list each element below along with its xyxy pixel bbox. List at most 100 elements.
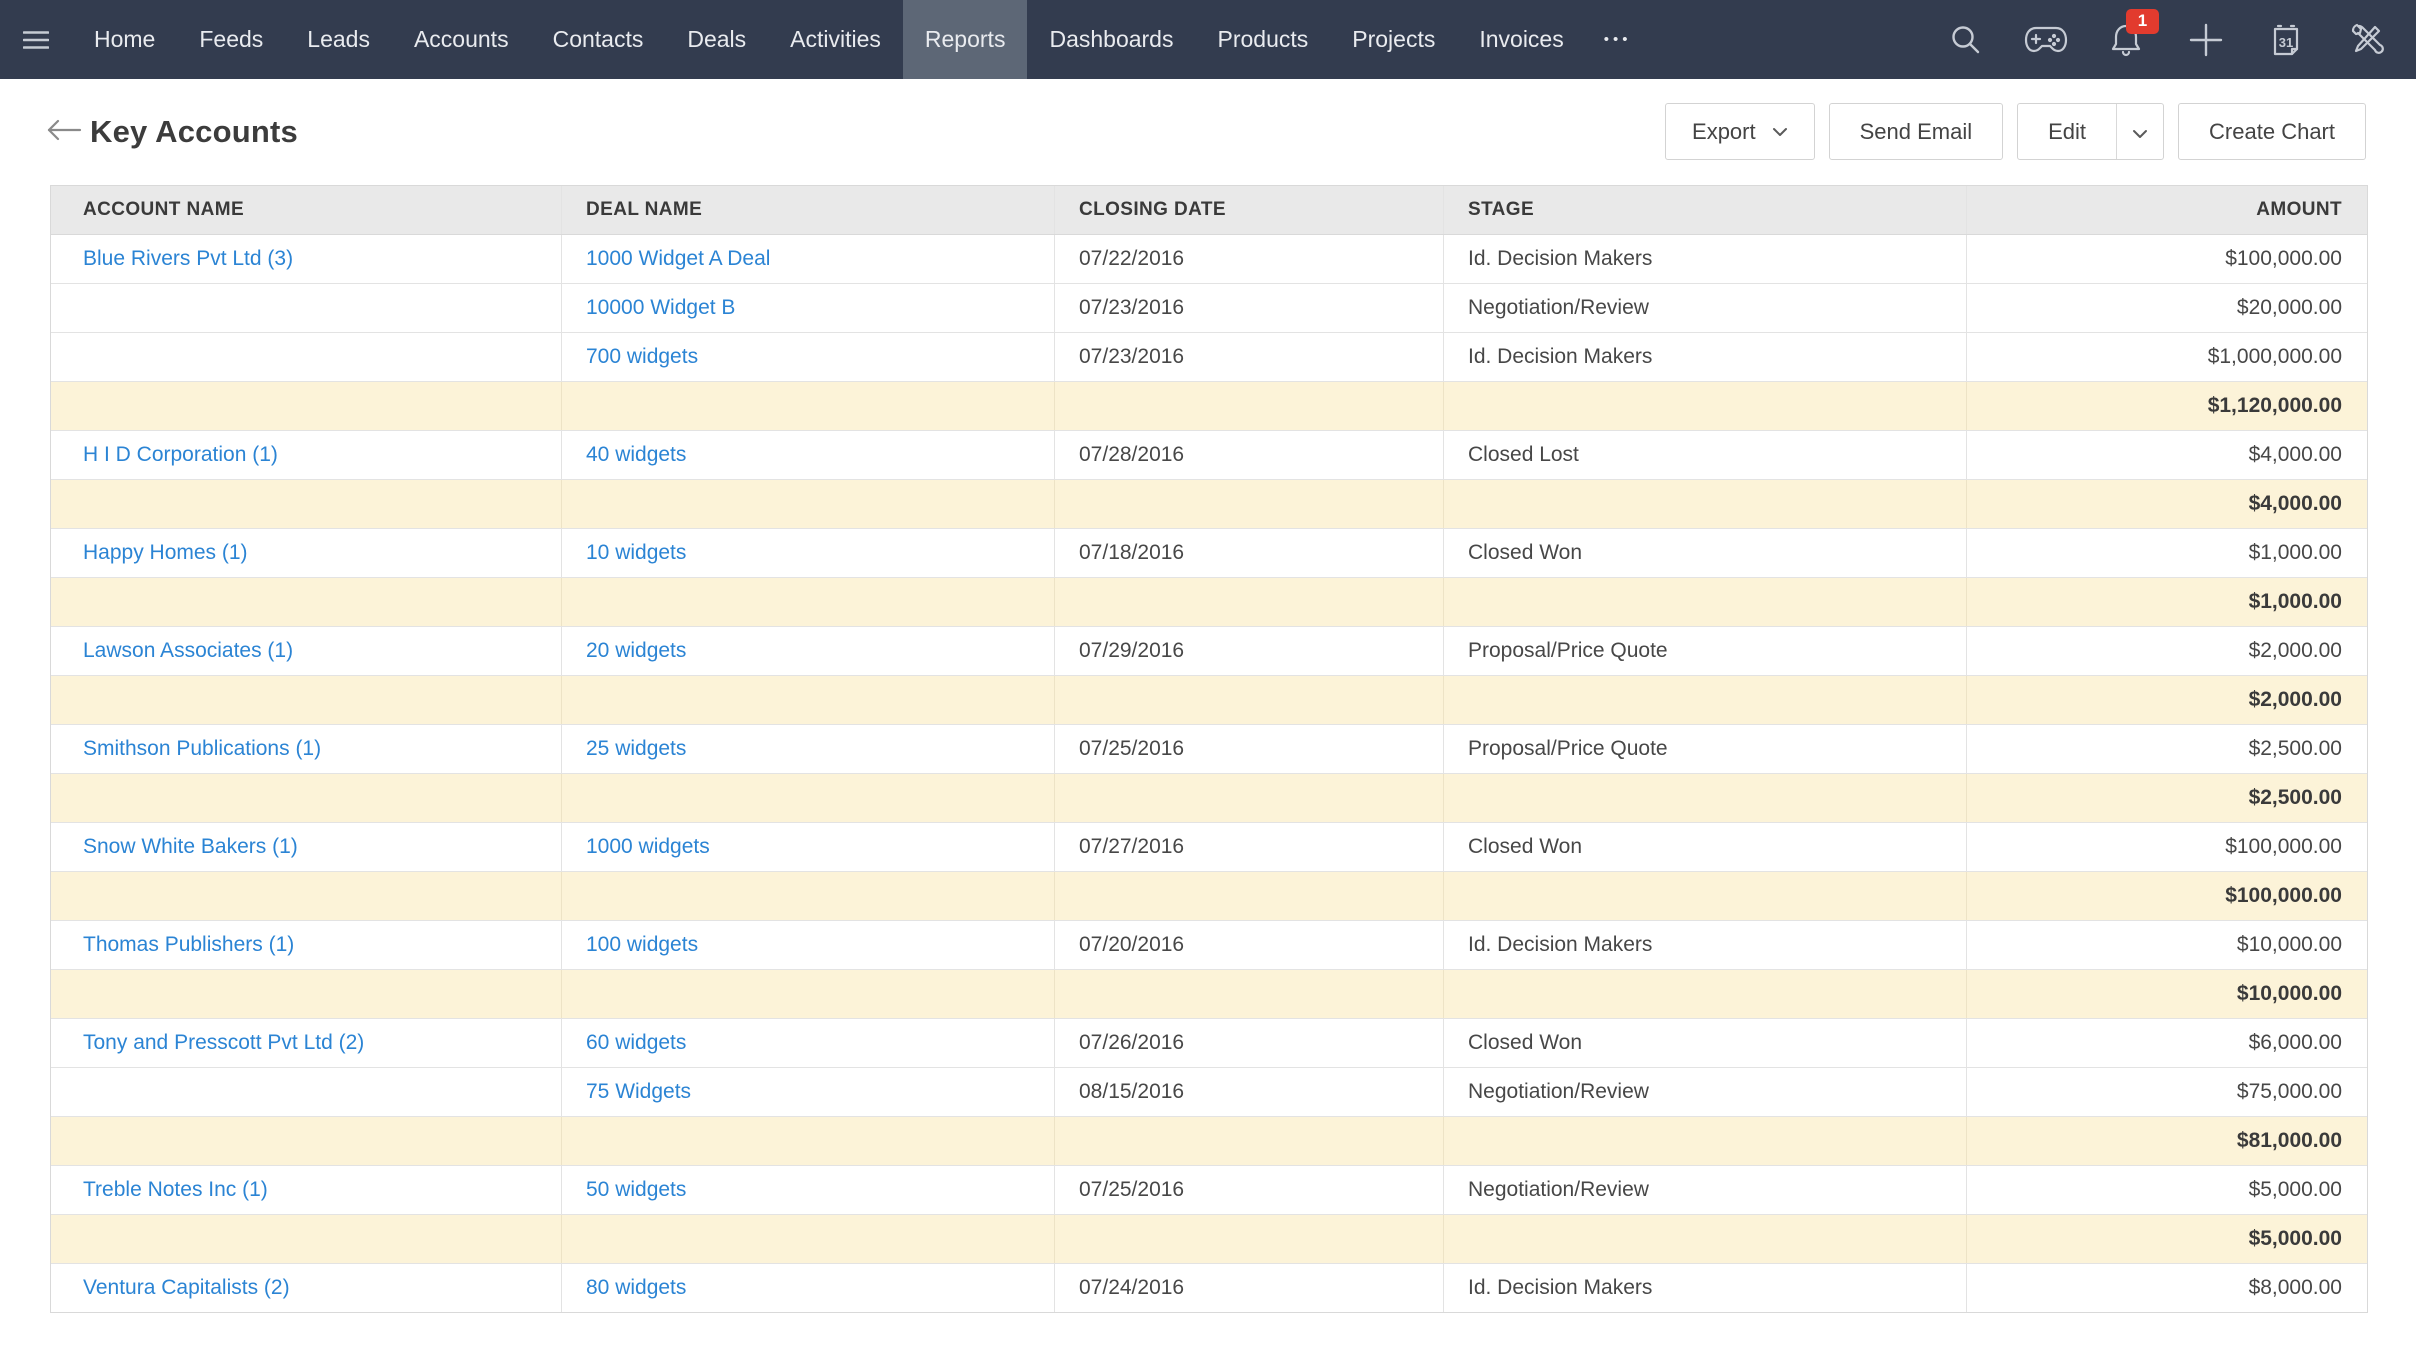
gamepad-icon [2024,24,2068,56]
amount-cell: $6,000.00 [1967,1019,2367,1067]
stage-cell [1444,872,1967,920]
nav-item-label: Feeds [199,26,263,53]
closing-date-cell: 07/25/2016 [1055,1166,1444,1214]
closing-date-cell: 07/23/2016 [1055,333,1444,381]
account-name-link[interactable]: Snow White Bakers (1) [83,835,298,859]
deal-name-link[interactable]: 10 widgets [586,541,686,565]
deal-name-cell: 80 widgets [562,1264,1055,1312]
deal-name-link[interactable]: 60 widgets [586,1031,686,1055]
nav-more-button[interactable]: ••• [1586,0,1650,79]
closing-date-cell: 07/26/2016 [1055,1019,1444,1067]
account-name-link[interactable]: Happy Homes (1) [83,541,248,565]
subtotal-row: $1,000.00 [51,578,2367,627]
edit-button[interactable]: Edit [2018,104,2116,159]
gamification-button[interactable] [2026,20,2066,60]
deal-name-link[interactable]: 40 widgets [586,443,686,467]
nav-item-leads[interactable]: Leads [285,0,392,79]
subtotal-row: $5,000.00 [51,1215,2367,1264]
deal-name-cell: 10000 Widget B [562,284,1055,332]
nav-item-invoices[interactable]: Invoices [1457,0,1585,79]
send-email-button[interactable]: Send Email [1829,103,2004,160]
deal-name-link[interactable]: 700 widgets [586,345,698,369]
nav-item-contacts[interactable]: Contacts [531,0,666,79]
nav-item-home[interactable]: Home [72,0,177,79]
stage-cell: Closed Won [1444,823,1967,871]
nav-item-reports[interactable]: Reports [903,0,1028,79]
account-name-cell: Happy Homes (1) [51,529,562,577]
account-name-link[interactable]: Smithson Publications (1) [83,737,321,761]
column-header-account-name[interactable]: ACCOUNT NAME [51,186,562,234]
subtotal-row: $1,120,000.00 [51,382,2367,431]
stage-cell [1444,1215,1967,1263]
deal-name-link[interactable]: 50 widgets [586,1178,686,1202]
deal-name-cell [562,872,1055,920]
deal-name-link[interactable]: 20 widgets [586,639,686,663]
nav-item-label: Products [1217,26,1308,53]
calendar-day-label: 31 [2269,35,2303,50]
column-header-closing-date[interactable]: CLOSING DATE [1055,186,1444,234]
account-name-link[interactable]: Lawson Associates (1) [83,639,293,663]
quick-create-button[interactable] [2186,20,2226,60]
deal-name-link[interactable]: 1000 widgets [586,835,710,859]
setup-button[interactable] [2346,20,2386,60]
amount-cell: $100,000.00 [1967,823,2367,871]
account-name-cell [51,578,562,626]
report-table-body: Blue Rivers Pvt Ltd (3) 1000 Widget A De… [51,235,2367,1312]
edit-dropdown-button[interactable] [2117,104,2163,159]
nav-item-feeds[interactable]: Feeds [177,0,285,79]
back-button[interactable] [42,110,86,154]
nav-item-projects[interactable]: Projects [1330,0,1457,79]
stage-cell [1444,774,1967,822]
column-header-stage[interactable]: STAGE [1444,186,1967,234]
closing-date-cell [1055,578,1444,626]
top-nav: Home Feeds Leads Accounts Contacts Deals… [0,0,2416,79]
nav-item-accounts[interactable]: Accounts [392,0,531,79]
deal-name-link[interactable]: 80 widgets [586,1276,686,1300]
report-table: ACCOUNT NAME DEAL NAME CLOSING DATE STAG… [50,185,2368,1313]
nav-item-activities[interactable]: Activities [768,0,903,79]
nav-item-label: Activities [790,26,881,53]
nav-item-dashboards[interactable]: Dashboards [1027,0,1195,79]
deal-name-link[interactable]: 100 widgets [586,933,698,957]
account-name-cell: H I D Corporation (1) [51,431,562,479]
amount-cell: $2,500.00 [1967,725,2367,773]
table-row: Thomas Publishers (1) 100 widgets 07/20/… [51,921,2367,970]
deal-name-cell [562,970,1055,1018]
deal-name-link[interactable]: 10000 Widget B [586,296,735,320]
page-title: Key Accounts [90,114,298,150]
back-arrow-icon [46,118,82,147]
stage-cell: Proposal/Price Quote [1444,725,1967,773]
stage-cell [1444,382,1967,430]
hamburger-menu-button[interactable] [0,0,72,79]
closing-date-cell: 07/29/2016 [1055,627,1444,675]
chevron-down-icon [1772,127,1788,137]
closing-date-cell: 07/28/2016 [1055,431,1444,479]
account-name-link[interactable]: H I D Corporation (1) [83,443,278,467]
export-button[interactable]: Export [1665,103,1815,160]
deal-name-cell: 100 widgets [562,921,1055,969]
deal-name-cell [562,382,1055,430]
deal-name-link[interactable]: 75 Widgets [586,1080,691,1104]
create-chart-button[interactable]: Create Chart [2178,103,2366,160]
account-name-link[interactable]: Ventura Capitalists (2) [83,1276,290,1300]
search-button[interactable] [1946,20,1986,60]
nav-item-products[interactable]: Products [1195,0,1330,79]
table-row: 10000 Widget B 07/23/2016 Negotiation/Re… [51,284,2367,333]
deal-name-link[interactable]: 25 widgets [586,737,686,761]
amount-cell: $1,120,000.00 [1967,382,2367,430]
deal-name-link[interactable]: 1000 Widget A Deal [586,247,770,271]
account-name-link[interactable]: Blue Rivers Pvt Ltd (3) [83,247,293,271]
account-name-link[interactable]: Treble Notes Inc (1) [83,1178,268,1202]
nav-item-deals[interactable]: Deals [665,0,768,79]
notifications-button[interactable]: 1 [2106,20,2146,60]
column-header-amount[interactable]: AMOUNT [1967,186,2367,234]
nav-item-label: Projects [1352,26,1435,53]
amount-cell: $8,000.00 [1967,1264,2367,1312]
account-name-link[interactable]: Tony and Presscott Pvt Ltd (2) [83,1031,364,1055]
stage-cell [1444,578,1967,626]
account-name-link[interactable]: Thomas Publishers (1) [83,933,294,957]
calendar-button[interactable]: 31 [2266,20,2306,60]
crm-report-page: Home Feeds Leads Accounts Contacts Deals… [0,0,2416,1353]
export-button-label: Export [1692,119,1756,145]
column-header-deal-name[interactable]: DEAL NAME [562,186,1055,234]
